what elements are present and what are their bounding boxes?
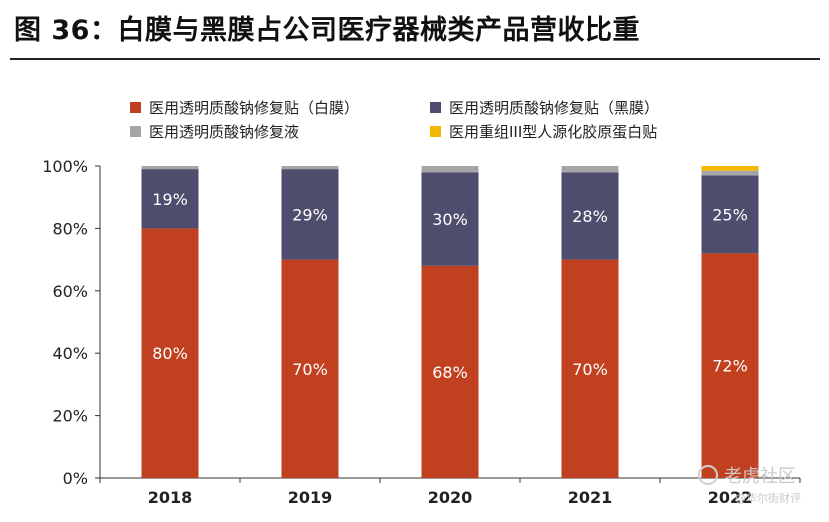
data-label-2019-series-1: 29% (292, 205, 328, 224)
y-tick-label-4: 80% (52, 219, 88, 238)
y-tick-label-0: 0% (63, 469, 88, 488)
x-tick-label-2020: 2020 (428, 488, 473, 507)
bar-2022-series-3 (701, 166, 759, 171)
data-label-2020-series-0: 68% (432, 363, 468, 382)
bar-2019-series-1 (281, 169, 339, 260)
legend-label-white-film: 医用透明质酸钠修复贴（白膜） (149, 99, 360, 117)
legend-label-black-film: 医用透明质酸钠修复贴（黑膜） (449, 99, 660, 117)
bar-2019-series-0 (281, 259, 339, 478)
bar-2018-series-0 (141, 228, 199, 478)
bar-2022-series-2 (701, 170, 759, 176)
x-tick-label-2018: 2018 (148, 488, 193, 507)
bar-2022-series-0 (701, 253, 759, 478)
figure-title: 图 36：白膜与黑膜占公司医疗器械类产品营收比重 (14, 15, 640, 46)
bar-2022-series-1 (701, 175, 759, 254)
bar-2021-series-0 (561, 259, 619, 478)
data-label-2020-series-1: 30% (432, 210, 468, 229)
data-label-2021-series-1: 28% (572, 207, 608, 226)
title-divider (10, 58, 820, 60)
y-tick-label-2: 40% (52, 344, 88, 363)
legend-item-collagen-patch: 医用重组III型人源化胶原蛋白贴 (430, 121, 657, 142)
bar-2018-series-1 (141, 169, 199, 229)
watermark: 老虎社区 (698, 462, 796, 488)
bar-2018-series-2 (141, 166, 199, 170)
x-tick-label-2019: 2019 (288, 488, 333, 507)
data-label-2019-series-0: 70% (292, 360, 328, 379)
bar-2020-series-1 (421, 172, 479, 266)
tiger-logo-icon (698, 465, 718, 485)
watermark-secondary: @华尔街财评 (735, 492, 801, 505)
data-label-2021-series-0: 70% (572, 360, 608, 379)
legend-swatch-repair-liquid (130, 126, 141, 137)
watermark-primary: 老虎社区 (724, 466, 796, 487)
y-tick-label-5: 100% (42, 157, 88, 176)
data-label-2022-series-1: 25% (712, 205, 748, 224)
data-label-2022-series-0: 72% (712, 357, 748, 376)
x-tick-label-2022: 2022 (708, 488, 753, 507)
bar-2020-series-0 (421, 265, 479, 478)
legend-item-black-film: 医用透明质酸钠修复贴（黑膜） (430, 97, 659, 118)
data-label-2018-series-0: 80% (152, 344, 188, 363)
data-label-2018-series-1: 19% (152, 190, 188, 209)
legend-item-white-film: 医用透明质酸钠修复贴（白膜） (130, 97, 359, 118)
legend-label-repair-liquid: 医用透明质酸钠修复液 (149, 123, 300, 141)
x-tick-label-2021: 2021 (568, 488, 613, 507)
legend-label-collagen-patch: 医用重组III型人源化胶原蛋白贴 (449, 123, 658, 141)
legend-swatch-black-film (430, 102, 441, 113)
bar-2020-series-2 (421, 166, 479, 173)
y-tick-label-3: 60% (52, 282, 88, 301)
legend-swatch-collagen-patch (430, 126, 441, 137)
legend-item-repair-liquid: 医用透明质酸钠修复液 (130, 121, 299, 142)
bar-2021-series-2 (561, 166, 619, 173)
bar-2021-series-1 (561, 172, 619, 260)
legend-swatch-white-film (130, 102, 141, 113)
bar-2019-series-2 (281, 166, 339, 170)
y-tick-label-1: 20% (52, 407, 88, 426)
